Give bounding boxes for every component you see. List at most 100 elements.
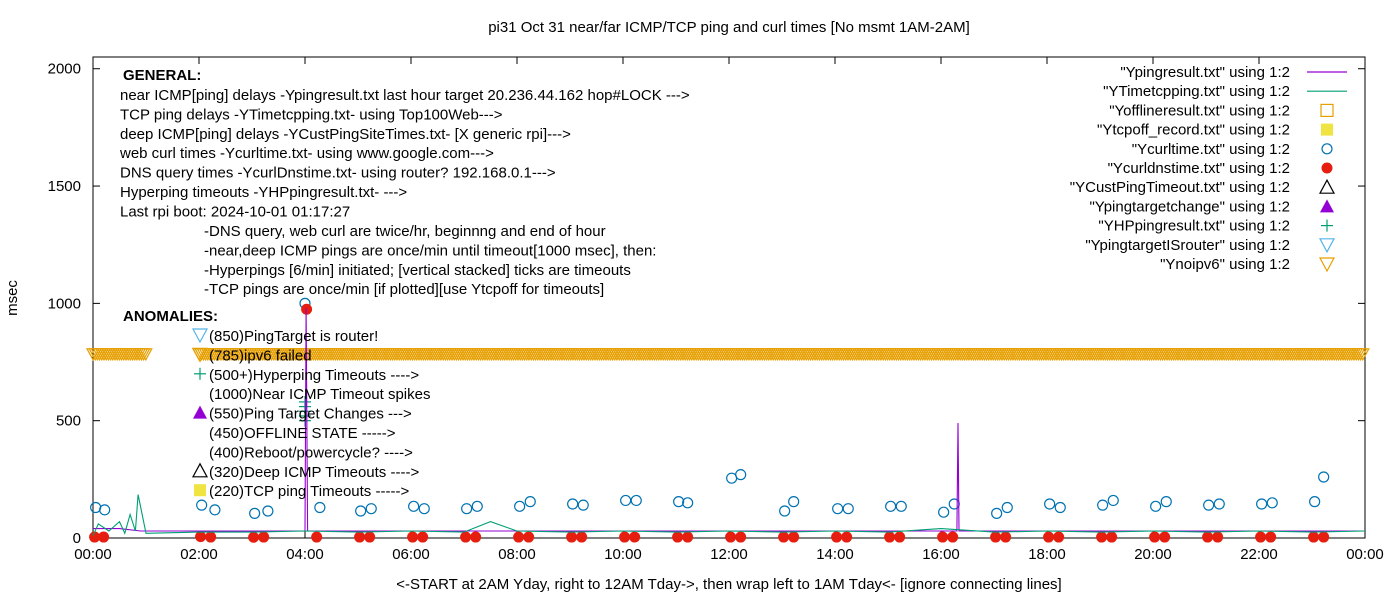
series-layer bbox=[85, 297, 1370, 543]
data-point bbox=[567, 498, 579, 510]
data-point bbox=[354, 531, 366, 543]
legend: "Ypingresult.txt" using 1:2 "YTimetcpping… bbox=[1070, 64, 1347, 273]
data-point bbox=[418, 503, 430, 515]
general-line: near ICMP[ping] delays -Ypingresult.txt … bbox=[120, 87, 690, 104]
general-line: deep ICMP[ping] delays -YCustPingSiteTim… bbox=[120, 126, 571, 143]
x-tick-label: 02:00 bbox=[180, 546, 218, 563]
legend-key bbox=[1321, 123, 1333, 136]
data-point bbox=[99, 504, 111, 516]
axes: 00:00 02:00 04:00 06:00 08:00 10:00 12:00 14:00… bbox=[48, 57, 1384, 563]
data-point bbox=[937, 531, 949, 543]
data-point bbox=[523, 531, 535, 543]
x-tick-label: 00:00 bbox=[74, 546, 112, 563]
data-point bbox=[364, 531, 376, 543]
y-tick-label: 1500 bbox=[48, 178, 81, 195]
data-point bbox=[1203, 499, 1215, 511]
data-point bbox=[90, 501, 102, 514]
anomaly-text: (450)OFFLINE STATE -----> bbox=[209, 425, 396, 442]
x-tick-label: 20:00 bbox=[1134, 546, 1172, 563]
data-point bbox=[1044, 498, 1056, 510]
general-line: DNS query times -YcurlDnstime.txt- using… bbox=[120, 165, 556, 182]
data-point bbox=[470, 531, 482, 543]
y-tick-label: 1000 bbox=[48, 295, 81, 312]
series bbox=[92, 494, 1366, 536]
data-point bbox=[1053, 531, 1065, 543]
y-tick-label: 0 bbox=[73, 530, 81, 547]
data-point bbox=[682, 531, 694, 543]
data-point bbox=[619, 531, 631, 543]
anomaly-text: (400)Reboot/powercycle? ----> bbox=[209, 444, 413, 461]
legend-key bbox=[1321, 162, 1333, 174]
data-point bbox=[1355, 348, 1370, 362]
data-point bbox=[629, 531, 641, 543]
data-point bbox=[884, 531, 896, 543]
data-point bbox=[841, 531, 853, 543]
legend-label: "YpingtargetISrouter" using 1:2 bbox=[1085, 237, 1290, 254]
series bbox=[85, 348, 1370, 362]
data-point bbox=[990, 531, 1002, 543]
series-line bbox=[92, 494, 1366, 536]
data-point bbox=[98, 531, 110, 543]
data-point bbox=[205, 531, 217, 543]
data-point bbox=[1318, 471, 1330, 483]
data-point bbox=[1043, 531, 1055, 543]
data-point bbox=[735, 469, 747, 481]
data-point bbox=[788, 531, 800, 543]
x-tick-label: 18:00 bbox=[1028, 546, 1066, 563]
legend-key bbox=[1321, 219, 1333, 232]
legend-label: "Ycurltime.txt" using 1:2 bbox=[1132, 141, 1290, 158]
general-line: Hyperping timeouts -YHPpingresult.txt- -… bbox=[120, 184, 407, 201]
legend-label: "Ycurldnstime.txt" using 1:2 bbox=[1108, 160, 1290, 177]
y-tick-label: 2000 bbox=[48, 61, 81, 78]
note-line: -Hyperpings [6/min] initiated; [vertical… bbox=[204, 262, 631, 279]
data-point bbox=[1309, 496, 1321, 508]
anomaly-text: (220)TCP ping Timeouts -----> bbox=[209, 483, 409, 500]
data-point bbox=[576, 531, 588, 543]
data-point bbox=[673, 496, 685, 508]
data-point bbox=[1149, 531, 1161, 543]
x-tick-label: 08:00 bbox=[498, 546, 536, 563]
data-point bbox=[417, 531, 429, 543]
legend-label: "YHPpingresult.txt" using 1:2 bbox=[1098, 218, 1290, 235]
data-point bbox=[991, 507, 1003, 519]
data-point bbox=[524, 496, 536, 508]
data-point bbox=[195, 531, 207, 543]
anomaly-text: (850)PingTarget is router! bbox=[209, 328, 378, 345]
note-line: -DNS query, web curl are twice/hr, begin… bbox=[204, 223, 606, 240]
note-line: -TCP pings are once/min [if plotted][use… bbox=[204, 281, 604, 298]
legend-label: "Ypingresult.txt" using 1:2 bbox=[1120, 64, 1290, 81]
data-point bbox=[1255, 531, 1267, 543]
chart-title: pi31 Oct 31 near/far ICMP/TCP ping and c… bbox=[488, 19, 970, 36]
data-point bbox=[461, 503, 473, 515]
data-point bbox=[262, 505, 274, 517]
x-tick-label: 00:00 bbox=[1346, 546, 1384, 563]
anomaly-text: (320)Deep ICMP Timeouts ----> bbox=[209, 464, 419, 481]
x-tick-label: 06:00 bbox=[392, 546, 430, 563]
data-point bbox=[209, 504, 221, 516]
data-point bbox=[314, 501, 326, 514]
data-point bbox=[460, 531, 472, 543]
data-point bbox=[355, 505, 367, 517]
anomaly-symbol bbox=[194, 484, 206, 497]
data-point bbox=[1001, 501, 1013, 514]
data-point bbox=[1266, 497, 1278, 509]
annotations: GENERAL: near ICMP[ping] delays -Ypingres… bbox=[119, 67, 690, 500]
data-point bbox=[196, 499, 208, 511]
data-point bbox=[1318, 531, 1330, 543]
data-point bbox=[365, 503, 377, 515]
x-tick-label: 04:00 bbox=[286, 546, 324, 563]
note-line: -near,deep ICMP pings are once/min until… bbox=[204, 242, 656, 259]
anomaly-text: (500+)Hyperping Timeouts ----> bbox=[209, 367, 419, 384]
data-point bbox=[1150, 500, 1162, 512]
data-point bbox=[249, 507, 261, 519]
anomaly-text: (785)ipv6 failed bbox=[209, 347, 312, 364]
anomaly-text: (550)Ping Target Changes ---> bbox=[209, 406, 412, 423]
y-axis-label: msec bbox=[4, 280, 21, 316]
data-point bbox=[894, 531, 906, 543]
data-point bbox=[407, 531, 419, 543]
data-point bbox=[89, 531, 101, 543]
legend-key bbox=[1318, 178, 1336, 194]
data-point bbox=[1265, 531, 1277, 543]
data-point bbox=[1308, 531, 1320, 543]
data-point bbox=[885, 500, 897, 512]
